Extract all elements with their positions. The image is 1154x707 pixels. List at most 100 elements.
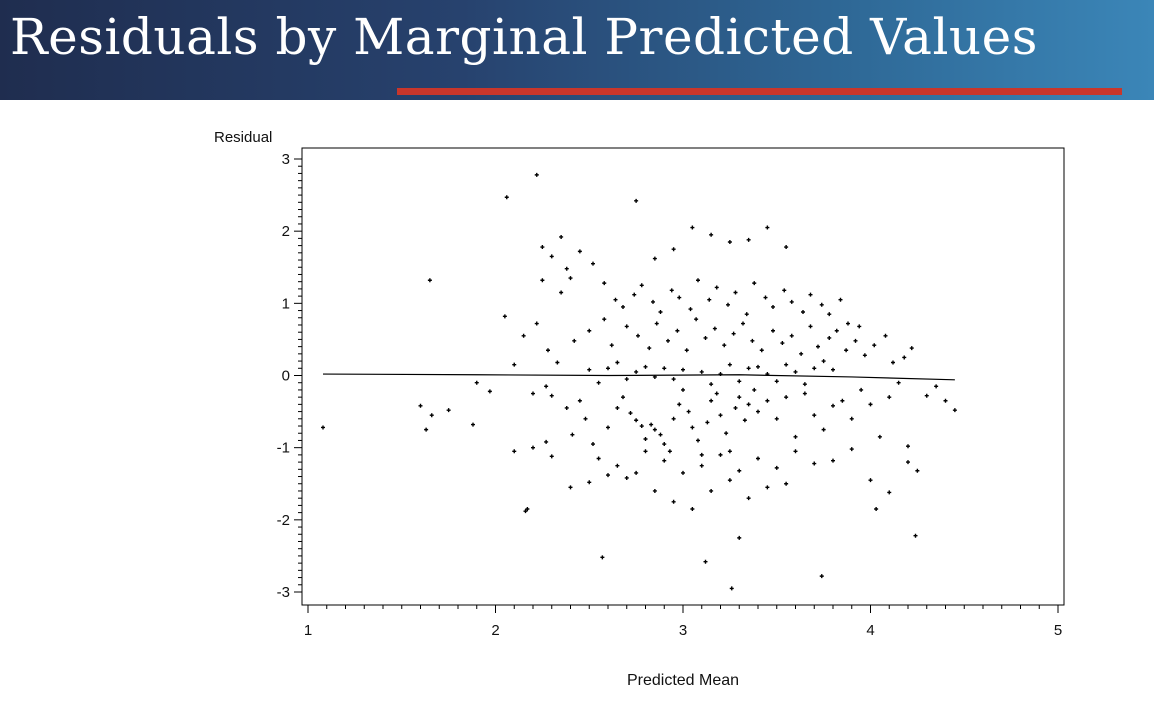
data-point [707,297,712,302]
data-point [840,398,845,403]
y-tick-label: -1 [277,440,290,457]
x-tick-label: 3 [679,622,687,639]
data-point [801,309,805,314]
data-point [784,245,789,250]
data-point [831,367,835,372]
data-point [549,454,554,459]
data-point [591,261,595,266]
data-point [658,309,663,314]
data-point [765,485,770,490]
data-point [531,445,535,450]
data-point [741,321,745,326]
data-point [471,422,475,427]
data-point [844,348,849,353]
data-point [896,380,901,385]
data-point [427,278,432,283]
data-point [714,285,719,290]
data-point [846,321,850,326]
data-point [615,405,620,410]
data-point [606,366,610,371]
data-point [596,456,601,461]
data-point [733,405,738,410]
data-point [624,475,629,480]
data-point [746,237,751,242]
data-point [606,425,610,430]
data-point [600,555,605,560]
plot-frame [301,147,1065,606]
data-point [667,449,672,454]
data-point [705,420,710,425]
data-point [744,312,749,317]
data-point [587,480,592,485]
data-point [808,324,813,329]
data-point [321,425,325,430]
data-point [658,432,663,437]
data-point [877,434,882,439]
data-point [699,463,704,468]
x-tick-label: 4 [866,622,874,639]
data-point [577,249,582,254]
data-point [686,409,691,414]
data-point [729,586,734,591]
data-point [943,398,948,403]
data-point [621,395,625,400]
data-point [913,533,918,538]
data-point [587,328,592,333]
data-point [731,331,736,336]
data-point [684,348,689,353]
data-point [774,465,779,470]
data-point [849,416,854,421]
data-point [834,328,839,333]
data-point [808,292,813,297]
data-point [634,470,639,475]
data-point [615,360,620,365]
data-point [838,297,843,302]
data-point [771,328,775,333]
data-point [699,452,704,457]
data-point [724,431,729,436]
data-point [652,427,657,432]
y-tick-label: 0 [282,368,290,385]
data-point [699,369,704,374]
data-point [784,481,789,486]
data-point [737,379,742,384]
data-point [746,402,751,407]
data-point [765,398,770,403]
data-point [523,509,528,514]
data-point [512,449,517,454]
data-point [696,438,700,443]
data-point [742,418,747,423]
data-point [540,245,545,250]
data-point [474,380,479,385]
data-point [677,402,682,407]
data-point [853,338,858,343]
data-point [709,382,714,387]
data-point [782,288,787,293]
data-point [746,366,751,371]
data-point [572,338,577,343]
data-point [634,418,639,423]
data-point [512,362,517,367]
data-point [827,335,832,340]
data-point [624,377,629,382]
data-point [643,449,648,454]
data-point [756,364,760,369]
x-tick-label: 1 [304,622,312,639]
data-point [591,442,595,447]
data-point [737,535,742,540]
data-point [831,403,835,408]
data-point [568,485,573,490]
data-point [821,427,826,432]
data-point [671,416,676,421]
data-point [733,290,738,295]
data-point [752,387,757,392]
data-point [714,391,719,396]
data-point [662,442,667,447]
data-point [564,405,569,410]
data-point [666,338,670,343]
data-point [446,408,451,413]
data-point [652,256,657,261]
data-point [643,437,648,442]
data-point [868,402,873,407]
data-point [549,254,554,259]
